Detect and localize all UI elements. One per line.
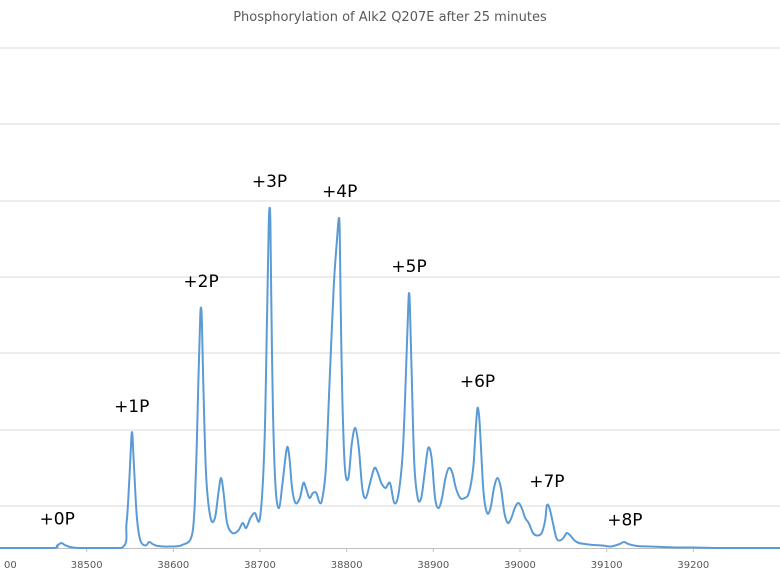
x-tick-label: 39200 (677, 560, 709, 571)
peak-label: +5P (391, 257, 426, 277)
peak-label: +7P (529, 472, 564, 492)
x-tick-label: 38900 (417, 560, 449, 571)
peak-label: +3P (252, 172, 287, 192)
peak-labels: +0P +1P +2P +3P +4P +5P +6P +7P +8P (40, 172, 643, 531)
peak-label: +4P (322, 182, 357, 202)
peak-label: +0P (40, 510, 75, 530)
peak-label: +6P (460, 372, 495, 392)
peak-label: +2P (183, 272, 218, 292)
peak-label: +8P (607, 511, 642, 531)
peak-label: +1P (114, 397, 149, 417)
series-line (0, 206, 780, 550)
x-tick-label: 00 (4, 560, 17, 571)
x-tick-label: 38600 (157, 560, 189, 571)
gridlines (0, 47, 780, 507)
x-tick-label: 38500 (71, 560, 103, 571)
x-tick-label: 39000 (504, 560, 536, 571)
chart-title: Phosphorylation of Alk2 Q207E after 25 m… (233, 10, 547, 25)
x-tick-label: 39100 (591, 560, 623, 571)
series-layer (0, 206, 780, 550)
x-tick-label: 38800 (331, 560, 363, 571)
x-tick-label: 38700 (244, 560, 276, 571)
x-axis: 00 38500 38600 38700 38800 38900 39000 39100 392… (0, 548, 780, 571)
